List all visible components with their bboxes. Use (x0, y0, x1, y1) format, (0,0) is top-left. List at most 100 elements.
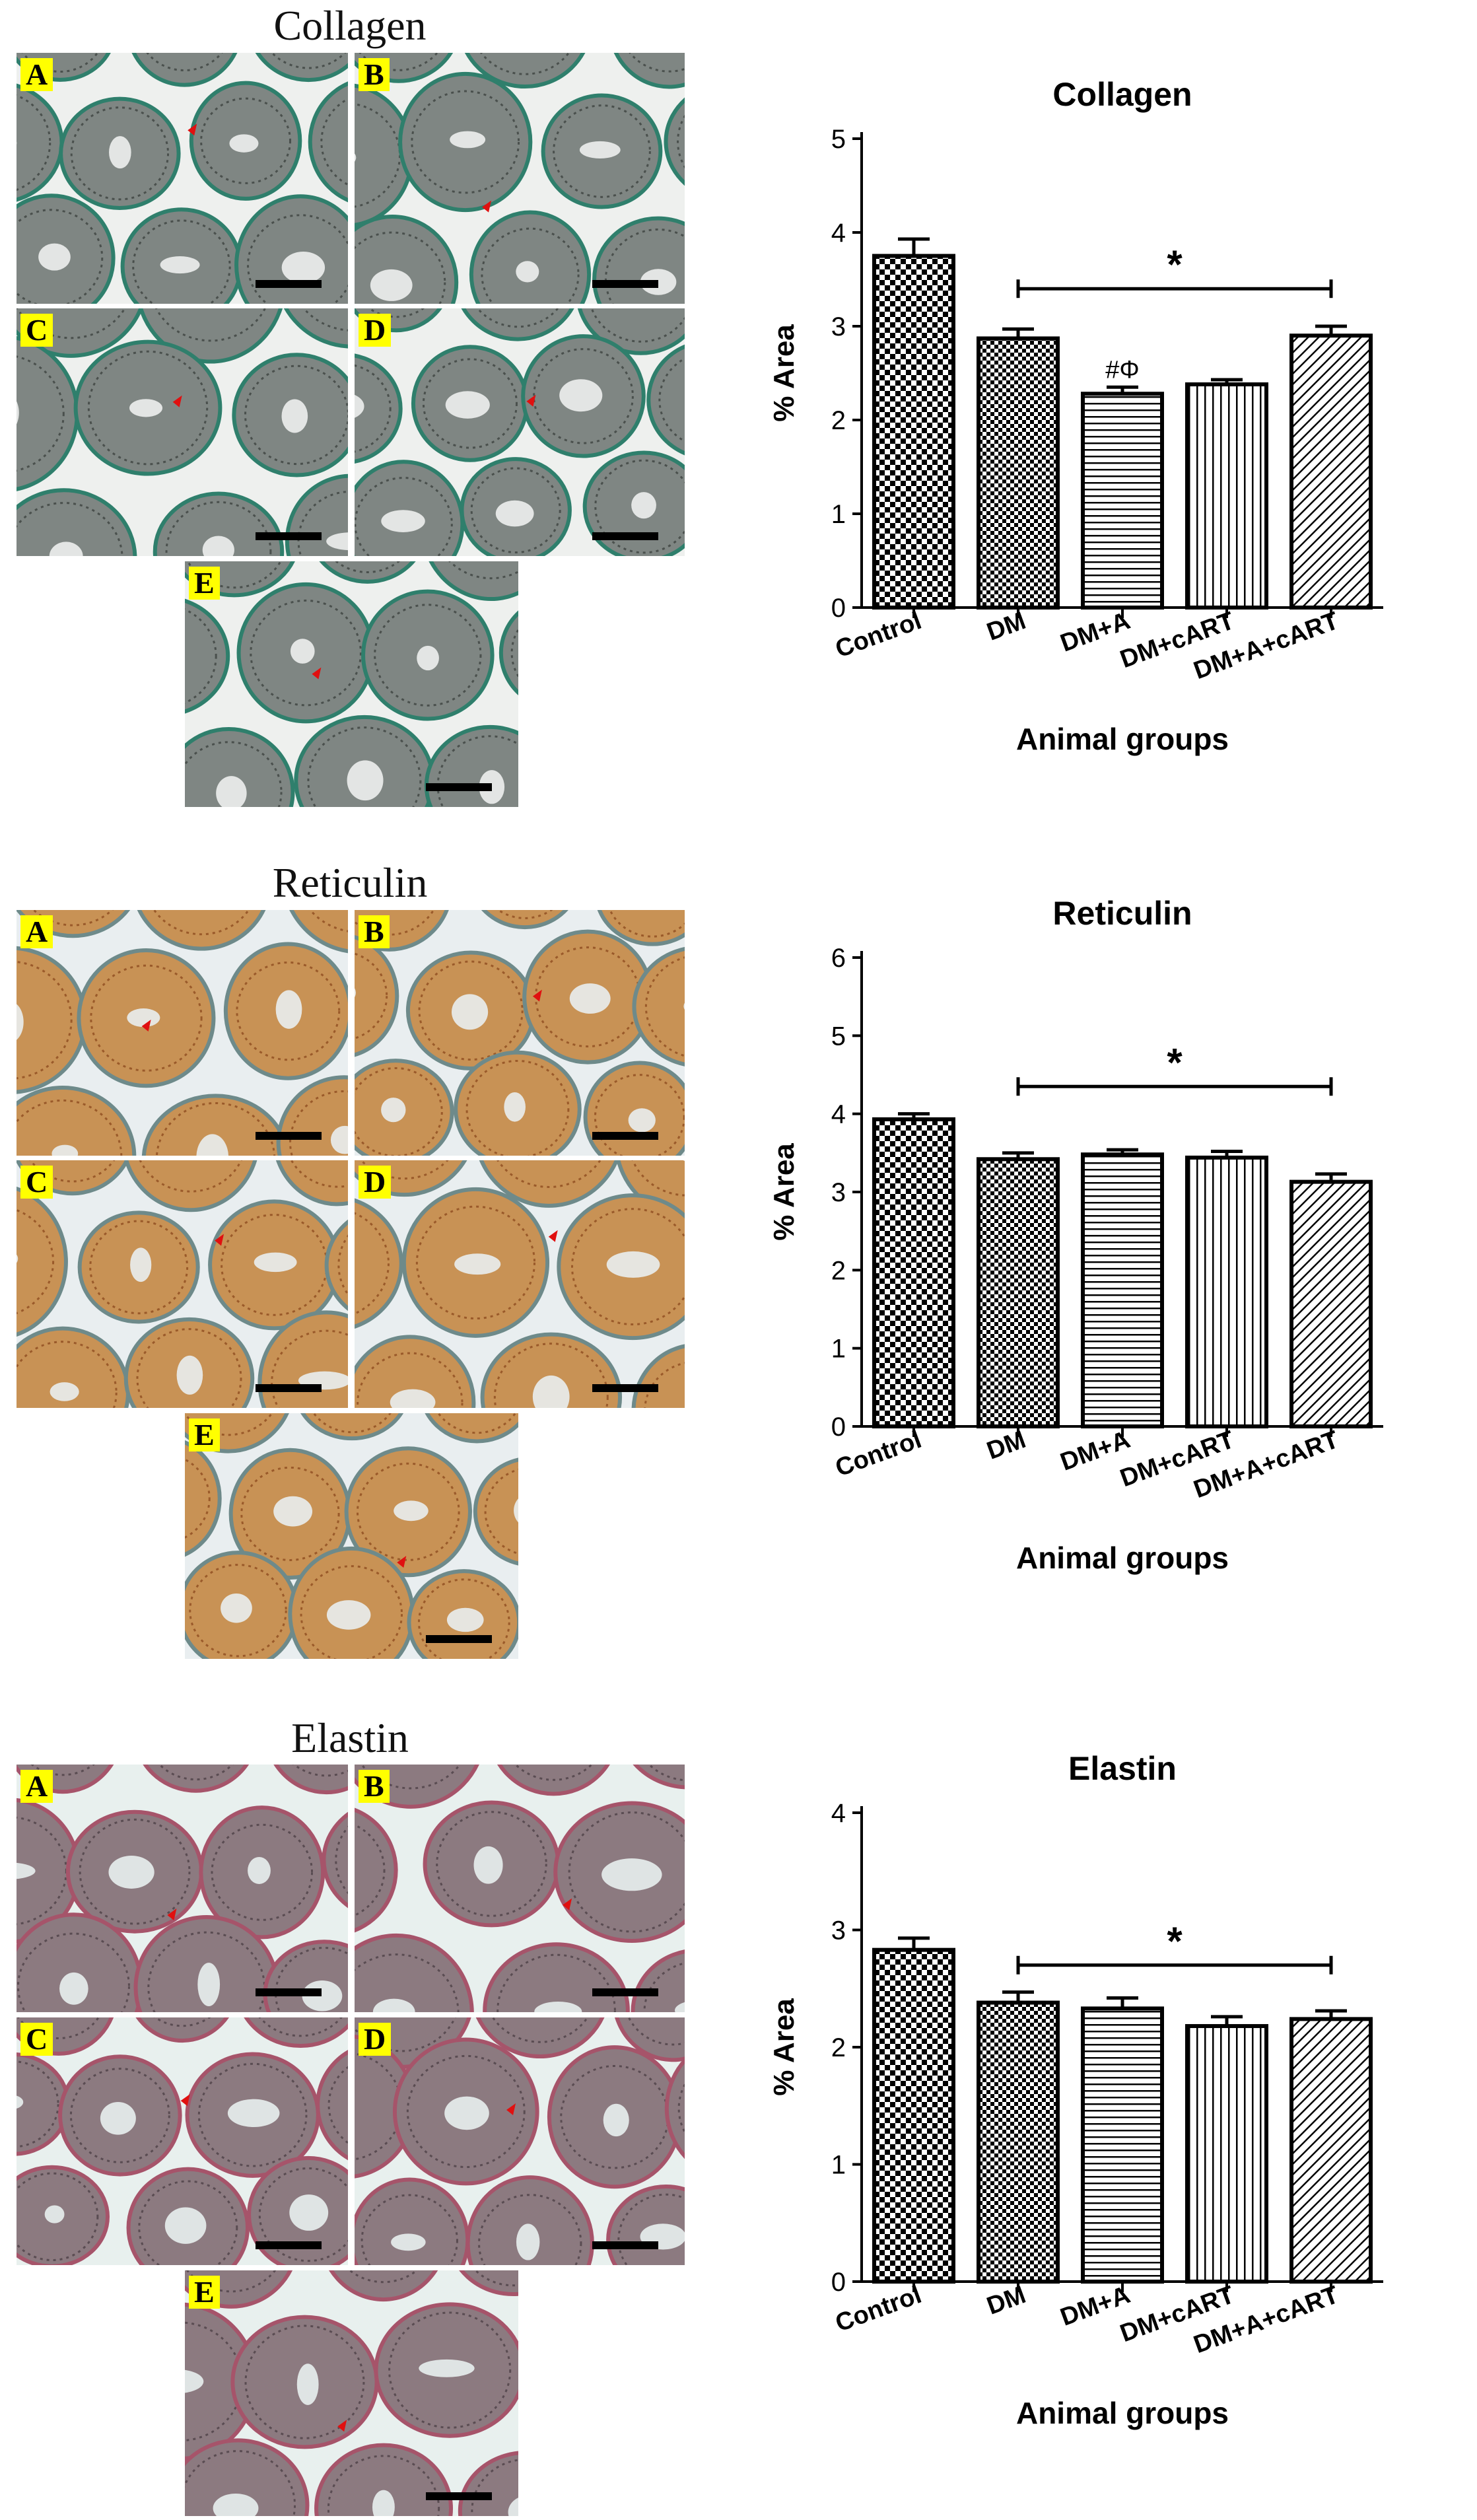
tubule-lumen (569, 983, 611, 1014)
tubule (631, 1949, 685, 2012)
tubule (461, 308, 574, 341)
tubule (631, 1344, 685, 1408)
tubule-lumen (129, 399, 163, 417)
red-arrowhead (215, 1234, 224, 1246)
red-arrowhead (397, 1556, 407, 1568)
scale-bar (592, 280, 658, 288)
tubule-lumen (127, 1008, 160, 1028)
y-axis-label: % Area (768, 1998, 800, 2096)
panel-letter: E (189, 567, 220, 600)
red-arrowhead (482, 200, 492, 213)
tubule-lumen (17, 1862, 36, 1879)
tubule-lumen (17, 1254, 18, 1263)
panel-letter: C (20, 314, 53, 347)
micrograph-panel: E (185, 1413, 518, 1659)
tubule (632, 946, 685, 1067)
bar (1185, 1155, 1268, 1428)
y-tick-label: 4 (831, 1100, 846, 1129)
red-arrowhead (188, 123, 197, 136)
tubule-lumen (579, 141, 621, 159)
panel-letter: A (20, 1770, 53, 1803)
scale-bar (592, 2241, 658, 2249)
scale-bar (256, 1384, 322, 1392)
tubule-lumen (451, 994, 489, 1030)
significance-annotation: #Φ (1105, 356, 1139, 384)
tubule (17, 1086, 137, 1156)
tubule (664, 2057, 685, 2159)
tubule-lumen (302, 1980, 343, 2012)
tubule-lumen (160, 256, 200, 274)
tubule (244, 2017, 348, 2048)
panel-letter: A (20, 58, 53, 91)
tubule-lumen (390, 1389, 436, 1408)
y-tick-label: 1 (831, 500, 846, 529)
bar (1081, 2006, 1164, 2284)
tubule (664, 97, 685, 186)
panel-letter: A (20, 915, 53, 948)
red-arrowhead (141, 1020, 151, 1032)
tubule-lumen (44, 2205, 65, 2223)
y-tick-label: 5 (831, 1022, 846, 1051)
tubule (483, 1942, 630, 2012)
micrograph-panel: C (17, 2017, 348, 2265)
y-tick-label: 1 (831, 1335, 846, 1364)
red-arrowhead (532, 989, 542, 1002)
tubule-lumen (355, 394, 364, 418)
tubule (480, 1332, 623, 1408)
tubule (185, 1440, 222, 1557)
tubule-lumen (330, 1125, 348, 1154)
scale-bar (256, 1132, 322, 1140)
y-tick-label: 2 (831, 1256, 846, 1285)
tubule-lumen (289, 2194, 329, 2231)
red-arrowhead (506, 2103, 516, 2115)
tubule-lumen (532, 1375, 570, 1408)
tubule-lumen (683, 1002, 685, 1010)
tubule-lumen (49, 542, 83, 556)
tubule-lumen (176, 1355, 203, 1395)
tubule-lumen (454, 1253, 501, 1275)
tubule-lumen (417, 645, 439, 671)
tubule-lumen (419, 2359, 475, 2377)
bar (1289, 1179, 1373, 1428)
significance-star: * (1167, 1040, 1183, 1084)
tubule-lumen (196, 1134, 229, 1156)
tubule-lumen (640, 269, 677, 295)
tubule (355, 353, 403, 464)
tubule-lumen (109, 136, 131, 169)
panel-letter: E (189, 1418, 220, 1452)
tubule-lumen (52, 1144, 79, 1156)
tubule-lumen (59, 1972, 88, 2005)
scale-bar (592, 1132, 658, 1140)
micrograph-panel: B (355, 1765, 685, 2012)
tubule (308, 81, 348, 203)
tubule (273, 1765, 348, 1795)
y-tick-label: 0 (831, 2268, 846, 2297)
tubule (465, 2175, 594, 2265)
tubule (316, 2050, 348, 2161)
bar (977, 1157, 1060, 1428)
tubule-lumen (275, 990, 302, 1029)
tubule-lumen (603, 2103, 629, 2137)
y-tick-label: 3 (831, 1178, 846, 1207)
micrograph-panel: E (185, 561, 518, 807)
tubule-lumen (17, 401, 19, 425)
red-arrowhead (563, 1898, 572, 1910)
tubule-lumen (108, 1855, 155, 1889)
bar (1185, 382, 1268, 610)
red-arrowhead (526, 394, 536, 407)
micrograph-panel: D (355, 1160, 685, 1408)
tubule-lumen (508, 2498, 518, 2516)
y-tick-label: 6 (831, 944, 846, 973)
tubule (473, 1457, 518, 1566)
significance-star: * (1167, 242, 1183, 287)
tubule-lumen (347, 760, 384, 801)
tubule (124, 1160, 258, 1212)
chart-title: Elastin (1068, 1753, 1177, 1787)
tubule (429, 561, 518, 602)
tubule (355, 1335, 476, 1408)
micrograph-panel: E (185, 2270, 518, 2516)
tubule-lumen (683, 1160, 685, 1162)
red-arrowhead (312, 667, 322, 680)
tubule (459, 2270, 518, 2297)
